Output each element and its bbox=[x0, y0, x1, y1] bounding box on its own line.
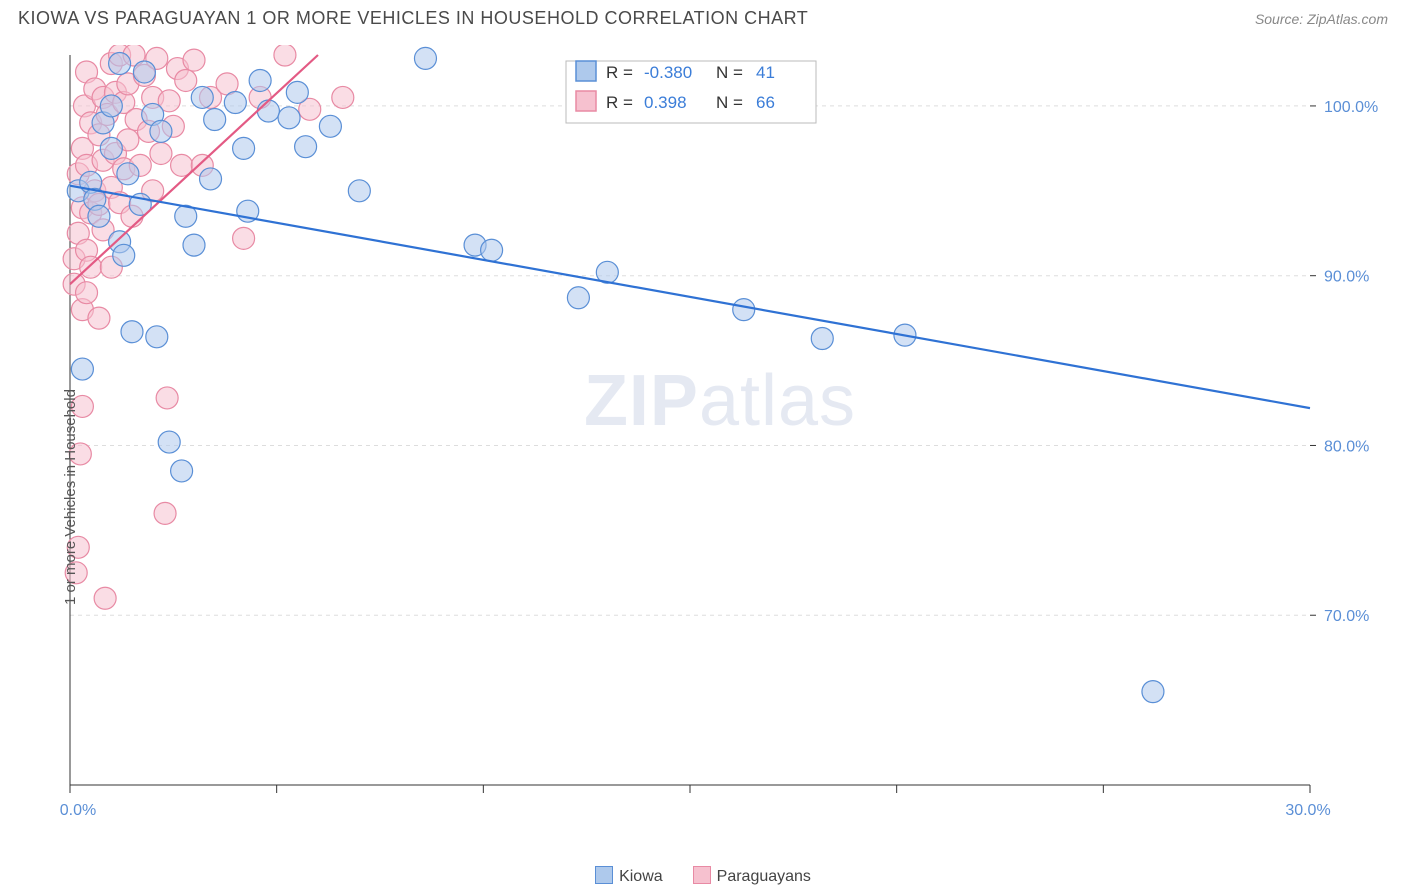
point-pink bbox=[88, 307, 110, 329]
point-blue bbox=[348, 180, 370, 202]
point-pink bbox=[274, 45, 296, 66]
point-blue bbox=[249, 69, 271, 91]
legend-swatch bbox=[576, 61, 596, 81]
chart-source: Source: ZipAtlas.com bbox=[1255, 11, 1388, 27]
point-pink bbox=[332, 86, 354, 108]
point-blue bbox=[71, 358, 93, 380]
point-blue bbox=[121, 321, 143, 343]
bottom-legend: Kiowa Paraguayans bbox=[0, 866, 1406, 886]
point-blue bbox=[113, 244, 135, 266]
point-blue bbox=[257, 100, 279, 122]
point-pink bbox=[94, 587, 116, 609]
point-blue bbox=[183, 234, 205, 256]
legend-n-value: 41 bbox=[756, 63, 775, 82]
point-pink bbox=[233, 227, 255, 249]
y-tick-label: 70.0% bbox=[1324, 608, 1369, 625]
series-blue bbox=[67, 47, 1164, 702]
point-blue bbox=[811, 328, 833, 350]
point-blue bbox=[286, 81, 308, 103]
point-blue bbox=[146, 326, 168, 348]
legend-n-value: 66 bbox=[756, 93, 775, 112]
point-blue bbox=[414, 47, 436, 69]
point-blue bbox=[158, 431, 180, 453]
trendline-blue bbox=[70, 186, 1310, 408]
point-blue bbox=[224, 92, 246, 114]
point-pink bbox=[156, 387, 178, 409]
point-blue bbox=[295, 136, 317, 158]
point-pink bbox=[175, 69, 197, 91]
point-blue bbox=[200, 168, 222, 190]
legend-swatch bbox=[693, 866, 711, 884]
y-tick-label: 80.0% bbox=[1324, 438, 1369, 455]
point-blue bbox=[733, 299, 755, 321]
point-blue bbox=[319, 115, 341, 137]
y-tick-label: 90.0% bbox=[1324, 269, 1369, 286]
legend-label: Kiowa bbox=[619, 868, 663, 885]
legend-r-label: R = bbox=[606, 63, 633, 82]
point-blue bbox=[109, 52, 131, 74]
legend-r-value: -0.380 bbox=[644, 63, 692, 82]
legend-n-label: N = bbox=[716, 93, 743, 112]
point-blue bbox=[204, 109, 226, 131]
point-blue bbox=[233, 137, 255, 159]
scatter-plot: 0.0% 30.0% 70.0% 80.0% 90.0% 100.0% R = -0.380 N… bbox=[50, 45, 1390, 835]
point-blue bbox=[100, 137, 122, 159]
point-blue bbox=[88, 205, 110, 227]
chart-area: 1 or more Vehicles in Household 0.0% 30.0… bbox=[50, 45, 1390, 835]
bottom-legend-item: Paraguayans bbox=[693, 866, 811, 886]
legend-r-value: 0.398 bbox=[644, 93, 687, 112]
point-pink bbox=[76, 282, 98, 304]
point-blue bbox=[117, 163, 139, 185]
y-axis-label: 1 or more Vehicles in Household bbox=[62, 389, 79, 605]
point-pink bbox=[183, 49, 205, 71]
x-tick-label: 0.0% bbox=[60, 802, 96, 819]
point-pink bbox=[154, 502, 176, 524]
bottom-legend-item: Kiowa bbox=[595, 866, 663, 886]
legend-r-label: R = bbox=[606, 93, 633, 112]
legend-label: Paraguayans bbox=[717, 868, 811, 885]
x-tick-label: 30.0% bbox=[1285, 802, 1330, 819]
point-blue bbox=[171, 460, 193, 482]
point-blue bbox=[150, 120, 172, 142]
point-pink bbox=[80, 256, 102, 278]
point-blue bbox=[278, 107, 300, 129]
legend-n-label: N = bbox=[716, 63, 743, 82]
point-pink bbox=[150, 142, 172, 164]
point-blue bbox=[100, 95, 122, 117]
point-blue bbox=[133, 61, 155, 83]
point-blue bbox=[1142, 681, 1164, 703]
legend-swatch bbox=[595, 866, 613, 884]
legend-swatch bbox=[576, 91, 596, 111]
point-blue bbox=[567, 287, 589, 309]
point-blue bbox=[191, 86, 213, 108]
y-tick-label: 100.0% bbox=[1324, 99, 1378, 116]
point-blue bbox=[481, 239, 503, 261]
chart-title: KIOWA VS PARAGUAYAN 1 OR MORE VEHICLES I… bbox=[18, 8, 808, 29]
